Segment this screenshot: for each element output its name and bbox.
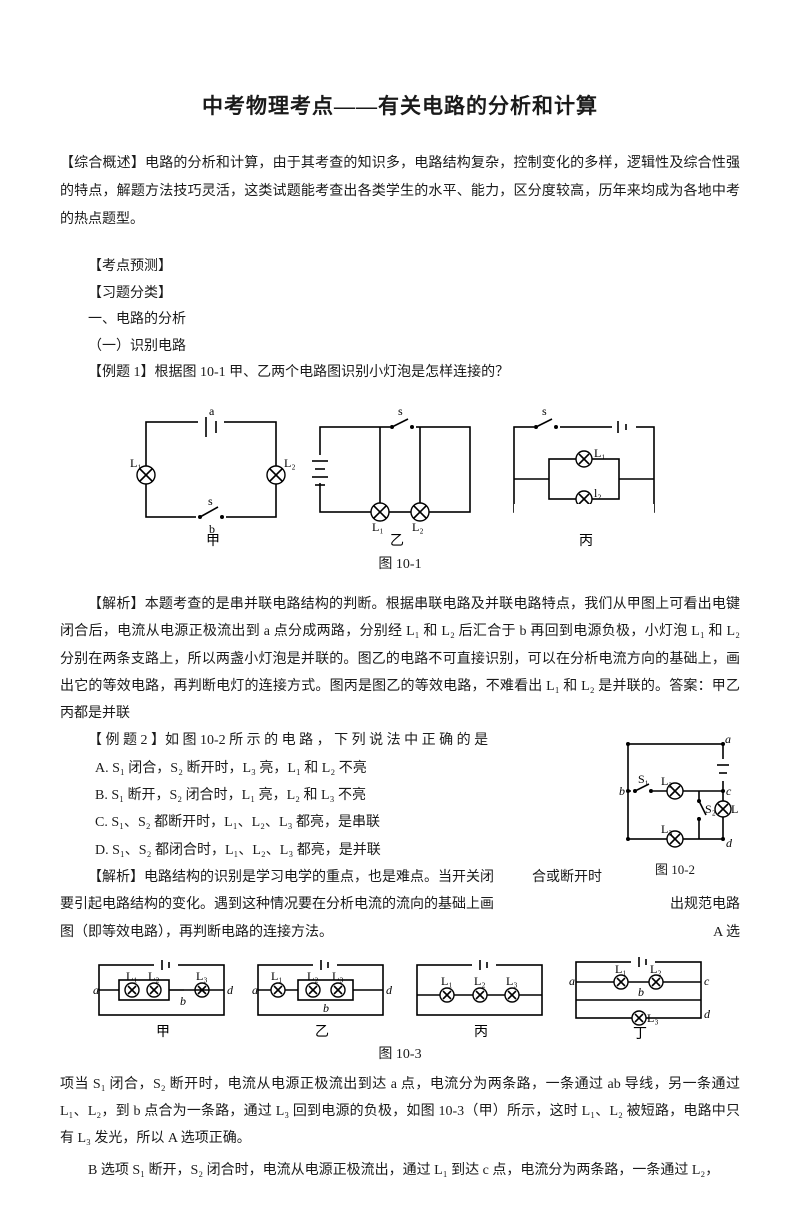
svg-text:s: s (542, 404, 547, 418)
analysis1-text: 本题考查的是串并联电路结构的判断。根据串联电路及并联电路特点，我们从甲图上可看出… (60, 597, 740, 721)
circuit-jia: s L₁ L₂ a b 甲 (126, 397, 296, 547)
svg-text:L₃: L₃ (506, 974, 518, 988)
svg-text:L₁: L₁ (271, 969, 283, 983)
cap-ding2: 丁 (633, 1027, 647, 1042)
label-L1: L₁ (130, 456, 142, 470)
analysis2-mid: 要引起电路结构的变化。遇到这种情况要在分析电流的流向的基础上画 (60, 897, 494, 912)
example1: 【例题 1】根据图 10-1 甲、乙两个电路图识别小灯泡是怎样连接的？ (60, 360, 740, 387)
example1-text: 根据图 10-1 甲、乙两个电路图识别小灯泡是怎样连接的？ (155, 365, 510, 380)
svg-text:S₂: S₂ (705, 802, 716, 816)
caption-yi: 乙 (390, 533, 404, 547)
svg-text:c: c (726, 784, 732, 798)
svg-text:L₂: L₂ (474, 974, 486, 988)
figure-10-1-caption: 图 10-1 (60, 553, 740, 573)
svg-text:d: d (704, 1007, 711, 1021)
figure-10-1: s L₁ L₂ a b 甲 s (60, 397, 740, 547)
heading-sec1: 一、电路的分析 (60, 307, 740, 334)
svg-text:d: d (227, 983, 234, 997)
svg-text:L₁: L₁ (615, 962, 627, 976)
svg-text:b: b (638, 985, 644, 999)
caption-bing: 丙 (579, 534, 593, 547)
svg-text:b: b (619, 784, 625, 798)
svg-text:L₁: L₁ (594, 446, 606, 460)
analysis2-A: A 选 (713, 919, 740, 946)
svg-text:a: a (569, 974, 575, 988)
example1-label: 【例题 1】 (88, 365, 155, 380)
heading-classify: 【习题分类】 (60, 281, 740, 308)
analysis2-l3: 图（即等效电路），再判断电路的连接方法。 (60, 925, 333, 940)
analysis2-right1: 合或断开时 (532, 864, 602, 891)
svg-text:s: s (398, 404, 403, 418)
overview-label: 【综合概述】 (60, 156, 145, 171)
headings-block: 【考点预测】 【习题分类】 一、电路的分析 （一）识别电路 【例题 1】根据图 … (60, 254, 740, 387)
svg-text:a: a (725, 732, 731, 746)
analysis2-pre: 电路结构的识别是学习电学的重点，也是难点。当开关闭 (144, 870, 494, 885)
analysis2-right2: 出规范电路 (670, 891, 740, 918)
svg-text:S₁: S₁ (638, 772, 649, 786)
tail-p1: 项当 S₁ 闭合，S₂ 断开时，电流从电源正极流出到达 a 点，电流分为两条路，… (60, 1071, 740, 1153)
page-title: 中考物理考点——有关电路的分析和计算 (60, 90, 740, 120)
svg-text:L₂: L₂ (412, 520, 424, 534)
svg-text:L₃: L₃ (647, 1011, 659, 1025)
svg-text:L₃: L₃ (332, 969, 344, 983)
svg-text:d: d (726, 836, 733, 850)
analysis1-label: 【解析】 (88, 597, 145, 612)
example2-label: 【 例 题 2 】 (88, 733, 165, 748)
cap-bing2: 丙 (474, 1025, 488, 1040)
caption-jia: 甲 (206, 534, 220, 547)
svg-text:L₂: L₂ (148, 969, 160, 983)
svg-text:L₂: L₂ (650, 962, 662, 976)
svg-text:L₁: L₁ (441, 974, 453, 988)
svg-text:L₂: L₂ (307, 969, 319, 983)
svg-text:b: b (180, 994, 186, 1008)
figure-10-2: a b c d S₁ S₂ L₁ L₂ L₃ 图 10-2 (610, 729, 740, 878)
overview-paragraph: 【综合概述】电路的分析和计算，由于其考查的知识多，电路结构复杂，控制变化的多样，… (60, 150, 740, 234)
cap-jia2: 甲 (156, 1025, 170, 1040)
svg-text:d: d (386, 983, 393, 997)
example1-analysis: 【解析】本题考查的是串并联电路结构的判断。根据串联电路及并联电路特点，我们从甲图… (60, 591, 740, 727)
svg-text:L₃: L₃ (661, 822, 673, 836)
figure-10-3: abd L₁L₂L₃ 甲 abd L₁L₂L₃ 乙 L₁L (60, 950, 740, 1045)
analysis2-line2: 要引起电路结构的变化。遇到这种情况要在分析电流的流向的基础上画 出规范电路 (60, 891, 740, 918)
svg-text:L₁: L₁ (372, 520, 384, 534)
analysis2-line3: 图（即等效电路），再判断电路的连接方法。 A 选 (60, 919, 740, 946)
svg-text:a: a (252, 983, 258, 997)
example2-stem: 如 图 10-2 所 示 的 电 路 ， 下 列 说 法 中 正 确 的 是 (165, 733, 488, 748)
svg-text:L₃: L₃ (196, 969, 208, 983)
svg-text:c: c (704, 974, 710, 988)
figure-10-2-caption: 图 10-2 (610, 859, 740, 878)
heading-forecast: 【考点预测】 (60, 254, 740, 281)
svg-text:L₂: L₂ (661, 774, 673, 788)
overview-text: 电路的分析和计算，由于其考查的知识多，电路结构复杂，控制变化的多样，逻辑性及综合… (60, 156, 740, 227)
svg-text:b: b (323, 1001, 329, 1015)
svg-text:s: s (208, 494, 213, 508)
tail-p2: B 选项 S₁ 断开，S₂ 闭合时，电流从电源正极流出，通过 L₁ 到达 c 点… (60, 1157, 740, 1184)
figure-10-3-caption: 图 10-3 (60, 1043, 740, 1063)
analysis2-label: 【解析】 (88, 870, 144, 885)
example2-block: a b c d S₁ S₂ L₁ L₂ L₃ 图 10-2 【 例 题 2 】如… (60, 727, 740, 945)
svg-text:l₂: l₂ (594, 486, 602, 500)
circuit-yi: s L₁ L₂ 乙 (300, 397, 490, 547)
page: 中考物理考点——有关电路的分析和计算 【综合概述】电路的分析和计算，由于其考查的… (0, 0, 800, 1224)
label-L2: L₂ (284, 456, 296, 470)
cap-yi2: 乙 (315, 1024, 329, 1040)
heading-sec1a: （一）识别电路 (60, 334, 740, 361)
svg-text:a: a (209, 404, 215, 418)
svg-text:L₁: L₁ (126, 969, 138, 983)
circuit-bing: s L₁ l₂ 丙 (494, 397, 674, 547)
svg-text:L₁: L₁ (731, 802, 738, 816)
svg-text:a: a (93, 983, 99, 997)
